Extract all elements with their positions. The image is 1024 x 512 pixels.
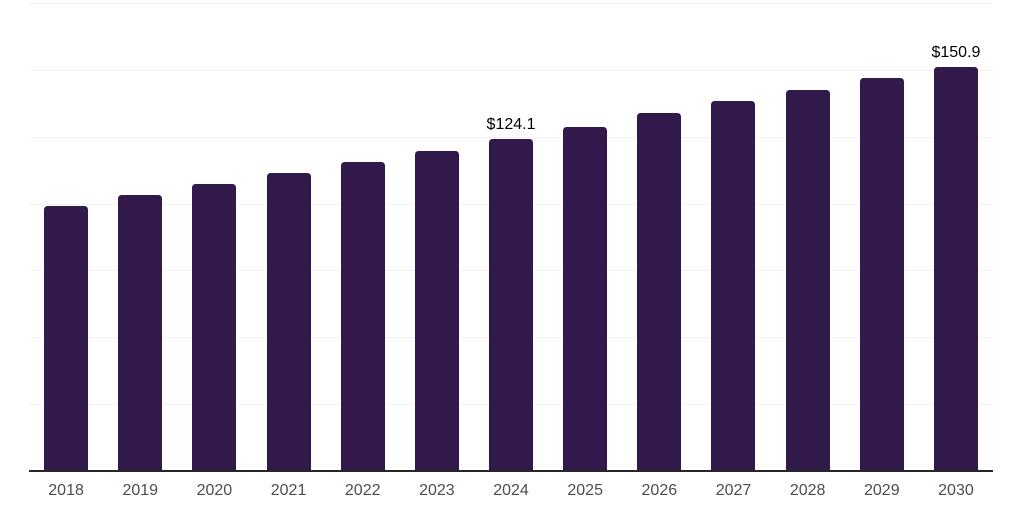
x-tick-2022: 2022: [344, 482, 381, 499]
bar-column-2024: $124.1: [474, 3, 548, 471]
bar-2020[interactable]: [192, 183, 237, 471]
x-tick-2020: 2020: [196, 482, 233, 499]
bar-column-2019: [103, 3, 177, 471]
bar-2021[interactable]: [266, 173, 311, 471]
x-tick-2030: 2030: [938, 482, 974, 499]
bar-2030[interactable]: [933, 67, 978, 471]
bar-column-2020: [177, 3, 251, 471]
bars-container: $124.1 $150.9: [29, 3, 993, 471]
bar-2028[interactable]: [785, 89, 830, 471]
bar-column-2030: $150.9: [919, 3, 993, 471]
x-tick-2027: 2027: [715, 482, 752, 499]
x-axis-line: [29, 470, 993, 472]
x-axis-labels: 2018 2019 2020 2021 2022 2023 2024 2025 2026 2027…: [29, 481, 993, 500]
x-tick-2029: 2029: [864, 482, 900, 499]
bar-2019[interactable]: [118, 195, 163, 471]
bar-column-2029: [845, 3, 919, 471]
bar-2029[interactable]: [859, 77, 904, 471]
bar-2023[interactable]: [414, 151, 459, 471]
bar-2026[interactable]: [637, 113, 682, 471]
x-tick-2019: 2019: [122, 482, 159, 499]
x-tick-2018: 2018: [48, 482, 84, 499]
bar-column-2025: [548, 3, 622, 471]
bar-2018[interactable]: [44, 205, 89, 471]
x-tick-2023: 2023: [419, 482, 455, 499]
bar-value-label-2024: $124.1: [486, 116, 536, 134]
bar-column-2027: [696, 3, 770, 471]
gridline-175: [29, 3, 993, 4]
x-tick-2025: 2025: [567, 482, 603, 499]
x-tick-2028: 2028: [789, 482, 826, 499]
bar-column-2023: [400, 3, 474, 471]
x-tick-2026: 2026: [641, 482, 678, 499]
bar-column-2021: [251, 3, 325, 471]
gridline-125: [29, 136, 993, 138]
bar-2025[interactable]: [563, 126, 608, 471]
bar-column-2028: [771, 3, 845, 471]
bar-value-label-2030: $150.9: [931, 44, 981, 62]
bar-column-2026: [622, 3, 696, 471]
x-tick-2024: 2024: [493, 482, 529, 499]
plot-area: $124.1 $150.9: [29, 3, 993, 471]
bar-2022[interactable]: [340, 162, 385, 471]
bar-column-2022: [326, 3, 400, 471]
x-tick-2021: 2021: [270, 482, 307, 499]
bar-column-2018: [29, 3, 103, 471]
bar-2027[interactable]: [711, 101, 756, 471]
bar-2024[interactable]: [489, 139, 534, 471]
gridline-150: [29, 69, 993, 71]
